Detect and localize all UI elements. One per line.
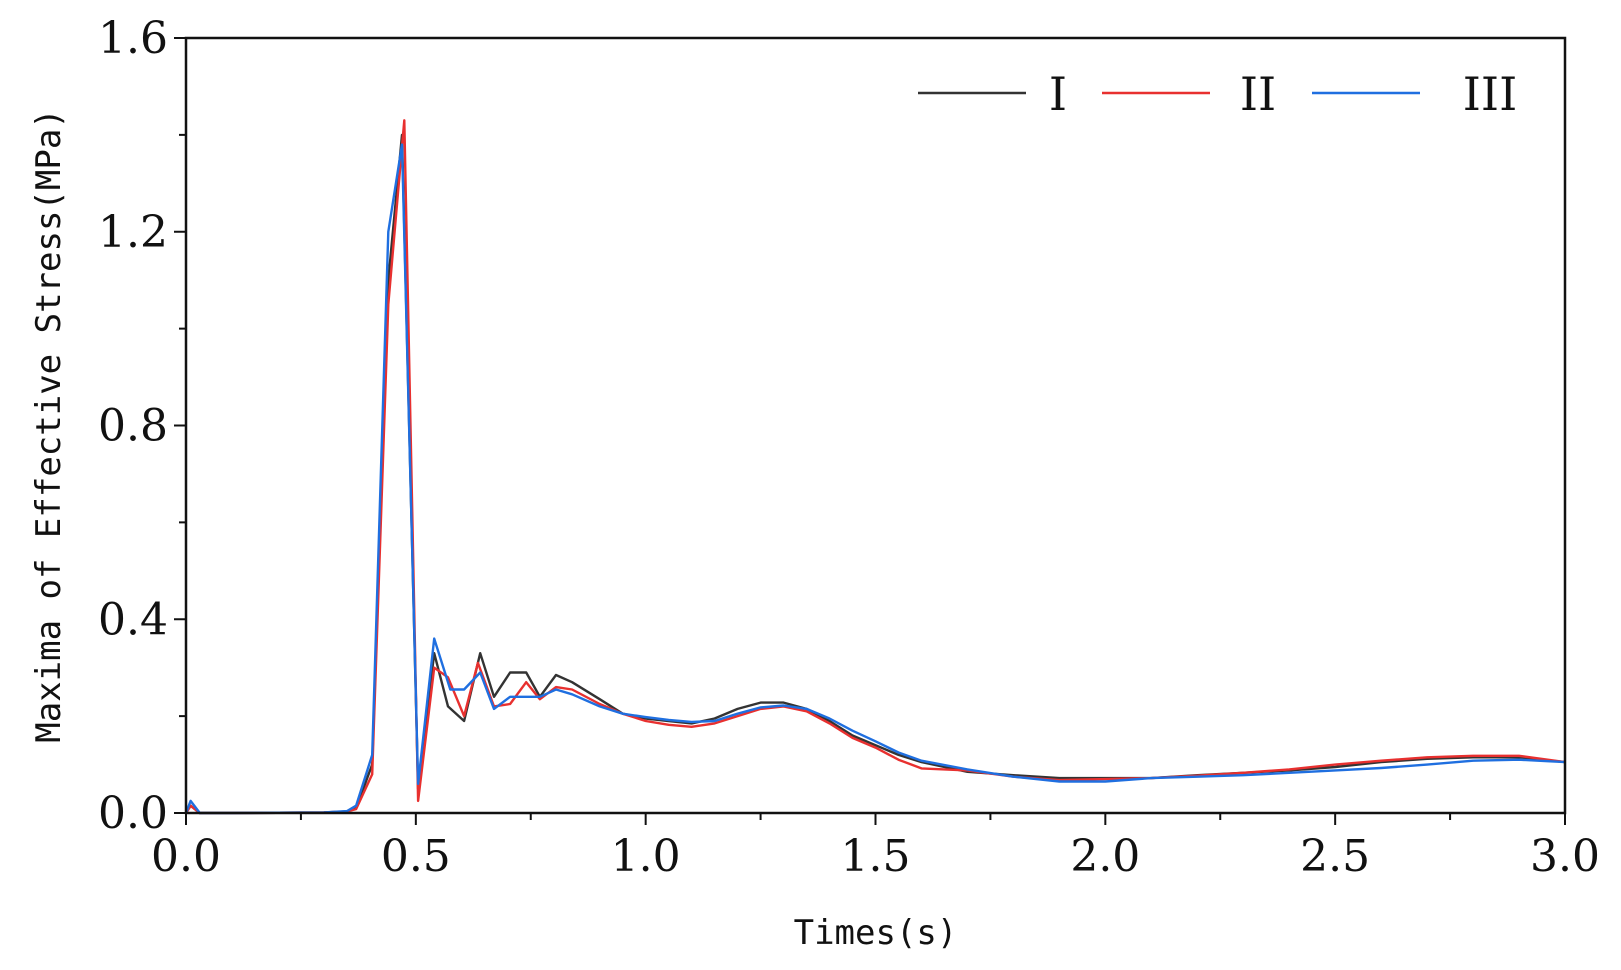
y-axis-title: Maxima of Effective Stress(MPa) xyxy=(29,108,69,743)
x-tick-label: 2.5 xyxy=(1300,831,1370,882)
series-layer xyxy=(184,119,1566,815)
y-tick-label: 1.2 xyxy=(98,207,168,258)
series-line-I xyxy=(184,133,1566,815)
x-tick-label: 3.0 xyxy=(1530,831,1600,882)
x-tick-label: 2.0 xyxy=(1070,831,1140,882)
y-tick-label: 0.8 xyxy=(98,401,168,452)
series-line-III xyxy=(184,143,1566,815)
y-tick-label: 1.6 xyxy=(98,13,168,64)
plot-frame xyxy=(184,36,1567,815)
legend-label: I xyxy=(1049,67,1067,121)
tick-layer: 0.0 0.5 1.0 1.5 2.0 2.5 3.0 0.0 0.4 0.8 1.2 1.6 xyxy=(98,13,1600,882)
x-tick-label: 0.5 xyxy=(381,831,451,882)
y-tick-label: 0.4 xyxy=(98,594,168,645)
legend: I II III xyxy=(918,67,1517,121)
y-tick-label: 0.0 xyxy=(98,788,168,839)
legend-label: III xyxy=(1463,67,1518,121)
x-tick-label: 0.0 xyxy=(151,831,221,882)
x-axis-title: Times(s) xyxy=(794,913,958,953)
x-tick-label: 1.5 xyxy=(841,831,911,882)
x-tick-label: 1.0 xyxy=(611,831,681,882)
legend-label: II xyxy=(1240,67,1276,121)
